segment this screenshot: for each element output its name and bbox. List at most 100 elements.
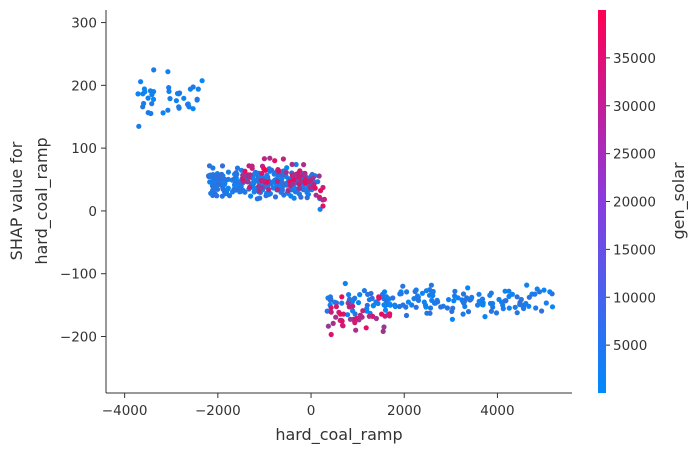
scatter-point bbox=[350, 303, 356, 309]
scatter-point bbox=[136, 123, 142, 129]
scatter-point bbox=[532, 291, 538, 297]
scatter-point bbox=[312, 185, 318, 191]
scatter-point bbox=[150, 96, 157, 102]
scatter-point bbox=[176, 104, 182, 110]
scatter-point bbox=[247, 184, 253, 190]
scatter-point bbox=[517, 299, 523, 306]
scatter-point bbox=[324, 308, 330, 314]
scatter-point bbox=[257, 195, 263, 201]
x-tick-label: 0 bbox=[307, 403, 316, 419]
scatter-point bbox=[392, 303, 398, 310]
scatter-point bbox=[251, 189, 257, 195]
scatter-point bbox=[256, 183, 262, 189]
scatter-point bbox=[260, 178, 266, 184]
scatter-point bbox=[266, 166, 272, 172]
scatter-point bbox=[285, 187, 291, 194]
scatter-point bbox=[396, 303, 403, 310]
scatter-point bbox=[339, 294, 345, 300]
scatter-point bbox=[355, 300, 362, 306]
scatter-point bbox=[165, 107, 171, 113]
scatter-point bbox=[325, 323, 331, 329]
scatter-point bbox=[368, 290, 374, 297]
scatter-point bbox=[297, 168, 303, 174]
scatter-point bbox=[543, 300, 549, 306]
x-axis-label: hard_coal_ramp bbox=[275, 425, 402, 445]
scatter-point bbox=[521, 305, 527, 312]
scatter-point bbox=[251, 185, 257, 191]
scatter-point bbox=[264, 179, 270, 185]
scatter-point bbox=[272, 194, 279, 200]
scatter-point bbox=[296, 185, 302, 191]
scatter-point bbox=[459, 297, 465, 303]
scatter-points bbox=[135, 67, 556, 338]
scatter-point bbox=[328, 305, 334, 311]
scatter-point bbox=[460, 291, 467, 297]
scatter-point bbox=[376, 294, 382, 300]
y-tick-label: 200 bbox=[71, 78, 97, 94]
scatter-point bbox=[248, 193, 254, 199]
scatter-point bbox=[320, 184, 326, 191]
scatter-point bbox=[261, 166, 267, 172]
scatter-point bbox=[313, 192, 319, 198]
scatter-point bbox=[465, 285, 471, 291]
y-tick-label: 100 bbox=[71, 141, 97, 157]
scatter-point bbox=[190, 106, 196, 112]
scatter-point bbox=[488, 290, 494, 296]
scatter-point bbox=[305, 191, 311, 197]
scatter-point bbox=[449, 316, 455, 322]
scatter-point bbox=[274, 178, 280, 185]
scatter-point bbox=[354, 315, 360, 321]
scatter-point bbox=[167, 96, 173, 102]
scatter-point bbox=[514, 294, 520, 300]
scatter-point bbox=[482, 314, 488, 320]
scatter-point bbox=[151, 67, 157, 73]
scatter-point bbox=[404, 289, 410, 295]
scatter-point bbox=[382, 307, 389, 313]
scatter-point bbox=[366, 297, 372, 303]
scatter-point bbox=[503, 298, 509, 304]
scatter-point bbox=[427, 305, 434, 311]
scatter-point bbox=[231, 187, 237, 193]
scatter-point bbox=[320, 197, 326, 203]
scatter-point bbox=[165, 69, 171, 75]
colorbar-tick-label: 20000 bbox=[613, 195, 656, 211]
scatter-point bbox=[247, 172, 253, 178]
scatter-point bbox=[363, 325, 369, 331]
scatter-point bbox=[449, 308, 455, 314]
colorbar-tick-label: 15000 bbox=[613, 242, 656, 258]
scatter-point bbox=[400, 283, 406, 289]
scatter-point bbox=[270, 185, 276, 191]
scatter-point bbox=[275, 167, 281, 173]
scatter-point bbox=[403, 312, 410, 319]
scatter-point bbox=[316, 173, 322, 179]
scatter-point bbox=[235, 187, 241, 193]
scatter-point bbox=[166, 85, 172, 91]
scatter-point bbox=[390, 295, 396, 301]
scatter-point bbox=[141, 86, 147, 92]
scatter-point bbox=[242, 168, 248, 174]
scatter-point bbox=[366, 313, 372, 319]
scatter-point bbox=[383, 294, 389, 300]
scatter-point bbox=[220, 186, 226, 192]
scatter-point bbox=[219, 163, 226, 169]
scatter-point bbox=[280, 156, 286, 162]
scatter-point bbox=[267, 155, 273, 161]
scatter-point bbox=[424, 310, 430, 316]
scatter-point bbox=[290, 181, 296, 187]
scatter-point bbox=[315, 179, 321, 185]
scatter-point bbox=[541, 287, 547, 293]
scatter-point bbox=[190, 84, 196, 90]
colorbar-label: gen_solar bbox=[669, 162, 689, 240]
scatter-point bbox=[347, 316, 353, 322]
scatter-point bbox=[215, 181, 221, 188]
scatter-point bbox=[242, 173, 248, 179]
scatter-point bbox=[291, 177, 297, 183]
scatter-point bbox=[346, 296, 353, 302]
scatter-point bbox=[403, 304, 409, 310]
scatter-point bbox=[455, 295, 461, 301]
scatter-point bbox=[234, 165, 241, 171]
scatter-point bbox=[195, 86, 201, 92]
scatter-point bbox=[177, 90, 183, 96]
scatter-point bbox=[352, 320, 358, 326]
